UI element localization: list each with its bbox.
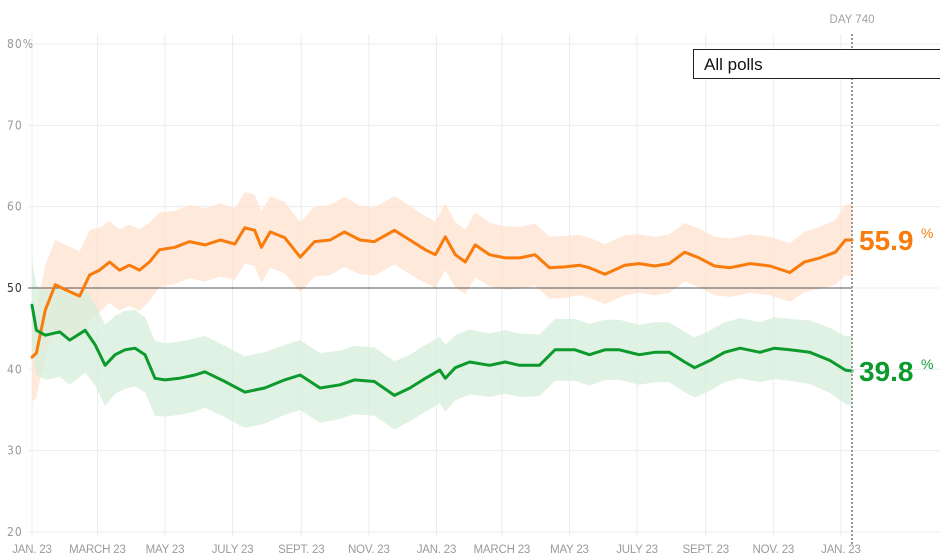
series-lines bbox=[30, 226, 854, 397]
x-tick-label: MAY 23 bbox=[146, 544, 185, 556]
x-tick-label: JAN. 23 bbox=[12, 544, 52, 556]
y-tick-label: 60 bbox=[7, 200, 23, 214]
y-axis-tick-labels: 20 30 40 50 60 70 80% bbox=[7, 37, 34, 539]
y-tick-label: 70 bbox=[7, 118, 23, 132]
y-tick-label: 30 bbox=[7, 444, 23, 458]
x-tick-label: NOV. 23 bbox=[752, 544, 794, 556]
final-value-labels: 55.9 % 39.8% bbox=[859, 225, 933, 387]
green-series-final-value: 39.8 bbox=[859, 356, 914, 387]
orange-series-line bbox=[30, 226, 854, 359]
current-day-label: DAY 740 bbox=[830, 14, 875, 26]
x-tick-label: JULY 23 bbox=[212, 544, 254, 556]
orange-series-final-value: 55.9 bbox=[859, 225, 914, 256]
x-axis-tick-labels: JAN. 23 MARCH 23 MAY 23 JULY 23 SEPT. 23 NOV.… bbox=[12, 544, 861, 556]
poll-filter-selected-value: All polls bbox=[704, 55, 763, 74]
green-series-final-percent-sign: % bbox=[921, 356, 933, 372]
x-tick-label: NOV. 23 bbox=[348, 544, 390, 556]
x-tick-label: SEPT. 23 bbox=[278, 544, 324, 556]
green-series-line bbox=[30, 303, 854, 397]
orange-series-band bbox=[32, 192, 852, 402]
y-tick-label: 80% bbox=[7, 37, 34, 51]
x-tick-label: JULY 23 bbox=[616, 544, 658, 556]
x-tick-label: SEPT. 23 bbox=[683, 544, 729, 556]
y-tick-label: 20 bbox=[7, 525, 23, 539]
x-tick-label: JAN. 23 bbox=[417, 544, 457, 556]
y-tick-label: 40 bbox=[7, 362, 23, 376]
x-tick-label: MARCH 23 bbox=[474, 544, 531, 556]
y-tick-label: 50 bbox=[7, 281, 23, 295]
poll-filter-dropdown[interactable]: All polls bbox=[693, 49, 940, 79]
x-tick-label: MARCH 23 bbox=[69, 544, 126, 556]
orange-series-final-percent-sign: % bbox=[921, 225, 933, 241]
x-tick-label: JAN. 23 bbox=[821, 544, 861, 556]
x-tick-label: MAY 23 bbox=[550, 544, 589, 556]
uncertainty-bands bbox=[32, 192, 852, 430]
